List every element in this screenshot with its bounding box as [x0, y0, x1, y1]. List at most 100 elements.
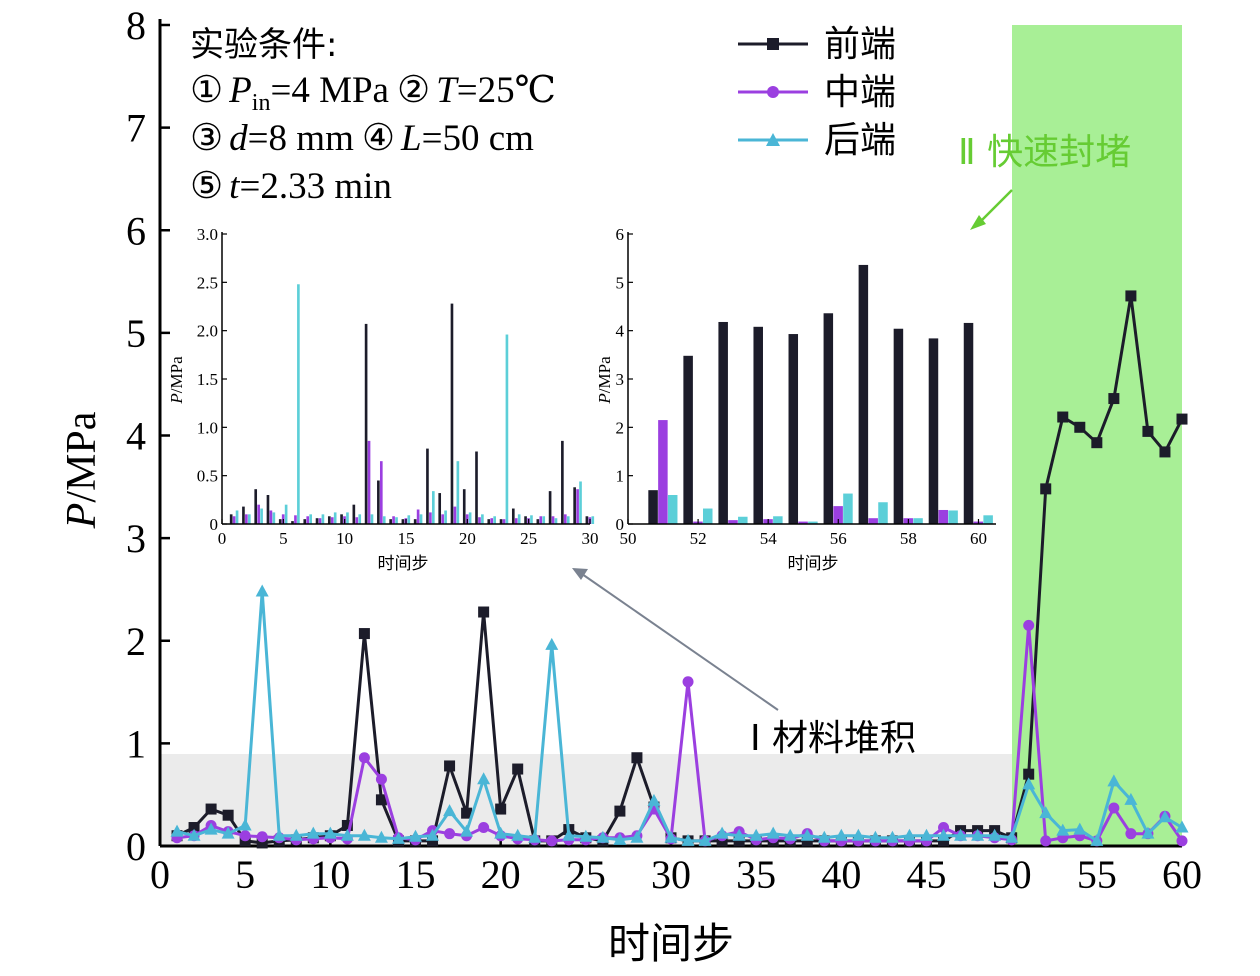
inset-y-tick-label: 1	[616, 467, 625, 486]
data-point-front	[427, 835, 439, 847]
bar-front	[561, 440, 564, 524]
data-point-back	[766, 826, 780, 839]
data-point-back	[971, 828, 985, 841]
data-point-back	[579, 829, 593, 842]
x-tick-label: 40	[821, 852, 861, 897]
bar-middle	[379, 461, 383, 524]
data-point-back	[902, 828, 916, 841]
bar-front	[823, 313, 834, 524]
x-tick-label: 50	[992, 852, 1032, 897]
bar-front	[254, 489, 258, 524]
inset-x-tick-label: 20	[459, 529, 476, 548]
bar-back	[382, 516, 386, 524]
bar-back	[248, 514, 251, 524]
x-tick-label: 5	[235, 852, 255, 897]
conditions-block: 实验条件: ① Pin=4 MPa ② T=25℃ ③ d=8 mm ④ L=50 cm ⑤…	[190, 25, 556, 207]
y-tick-label: 8	[126, 3, 146, 48]
bar-middle	[514, 518, 518, 524]
bar-middle	[478, 517, 481, 524]
inset-y-tick-label: 3.0	[197, 225, 218, 244]
data-point-front	[358, 628, 370, 640]
inset-y-tick-label: 6	[616, 225, 625, 244]
data-point-back	[988, 828, 1002, 841]
data-point-back	[545, 637, 559, 650]
bar-front	[389, 519, 392, 524]
bar-front	[753, 326, 763, 524]
bar-front	[450, 303, 454, 524]
bar-back	[432, 491, 435, 524]
bar-middle	[294, 515, 297, 524]
bar-front	[340, 514, 343, 524]
data-point-front	[1142, 425, 1154, 437]
data-point-back	[187, 828, 201, 841]
bar-middle	[563, 514, 567, 524]
data-point-back	[817, 830, 831, 843]
bar-back	[358, 514, 362, 524]
bar-back	[481, 514, 484, 524]
inset-y-tick-label: 5	[616, 273, 625, 292]
data-point-back	[272, 828, 286, 841]
data-point-front	[478, 606, 490, 618]
x-tick-label: 15	[396, 852, 436, 897]
data-point-back	[1175, 820, 1189, 833]
data-point-back	[426, 828, 440, 841]
data-point-back	[1056, 823, 1070, 836]
data-point-front	[938, 835, 950, 847]
data-point-back	[238, 818, 252, 831]
arrow-rapid-blocking-shaft	[979, 189, 1013, 223]
data-point-back	[562, 828, 576, 841]
bar-front	[413, 519, 417, 524]
bar-middle	[728, 520, 738, 524]
bar-front	[524, 516, 527, 524]
legend-label-back: 后端	[824, 120, 896, 161]
x-tick-label: 60	[1162, 852, 1202, 897]
bar-middle	[306, 516, 310, 524]
y-tick-label: 2	[126, 619, 146, 664]
data-point-back	[1107, 774, 1121, 787]
data-point-front	[205, 803, 217, 815]
inset-y-tick-label: 1.5	[197, 370, 218, 389]
bar-front	[291, 521, 294, 524]
condition-line-1: ① Pin=4 MPa ② T=25℃	[190, 70, 556, 116]
x-tick-label: 45	[907, 852, 947, 897]
data-point-front	[614, 805, 626, 817]
bar-front	[327, 516, 331, 524]
bar-back	[444, 510, 447, 524]
data-point-middle	[1040, 835, 1052, 847]
bar-back	[297, 284, 300, 524]
inset-y-tick-label: 2.5	[197, 273, 218, 292]
data-point-front	[1023, 768, 1035, 780]
data-point-front	[801, 835, 813, 847]
inset-x-tick-label: 5	[279, 529, 288, 548]
legend-label-middle: 中端	[824, 72, 896, 113]
data-point-back	[749, 828, 763, 841]
inset-left-y-title: P/MPa	[167, 356, 186, 405]
bar-middle	[551, 516, 555, 524]
data-point-front	[1091, 437, 1103, 449]
bar-back	[493, 516, 496, 524]
bar-back	[407, 515, 411, 524]
data-point-front	[375, 794, 387, 806]
bar-middle	[441, 514, 444, 524]
bar-front	[548, 491, 552, 524]
data-point-back	[443, 804, 457, 817]
inset-y-tick-label: 0	[210, 515, 219, 534]
data-point-front	[188, 822, 200, 834]
data-point-back	[374, 830, 388, 843]
x-axis-title: 时间步	[608, 919, 734, 968]
inset-x-tick-label: 60	[970, 529, 987, 548]
legend-label-front: 前端	[824, 24, 896, 65]
bar-front	[426, 448, 429, 524]
bar-front	[315, 518, 319, 524]
bar-back	[321, 514, 325, 524]
bar-front	[229, 514, 233, 524]
bar-back	[333, 512, 337, 524]
data-point-back	[255, 584, 269, 597]
bar-front	[536, 519, 540, 524]
bar-back	[703, 508, 713, 524]
bar-back	[456, 461, 460, 524]
arrow-rapid-blocking-head	[970, 215, 986, 230]
data-point-back	[783, 828, 797, 841]
bar-middle	[318, 518, 322, 524]
data-point-front	[256, 837, 268, 849]
